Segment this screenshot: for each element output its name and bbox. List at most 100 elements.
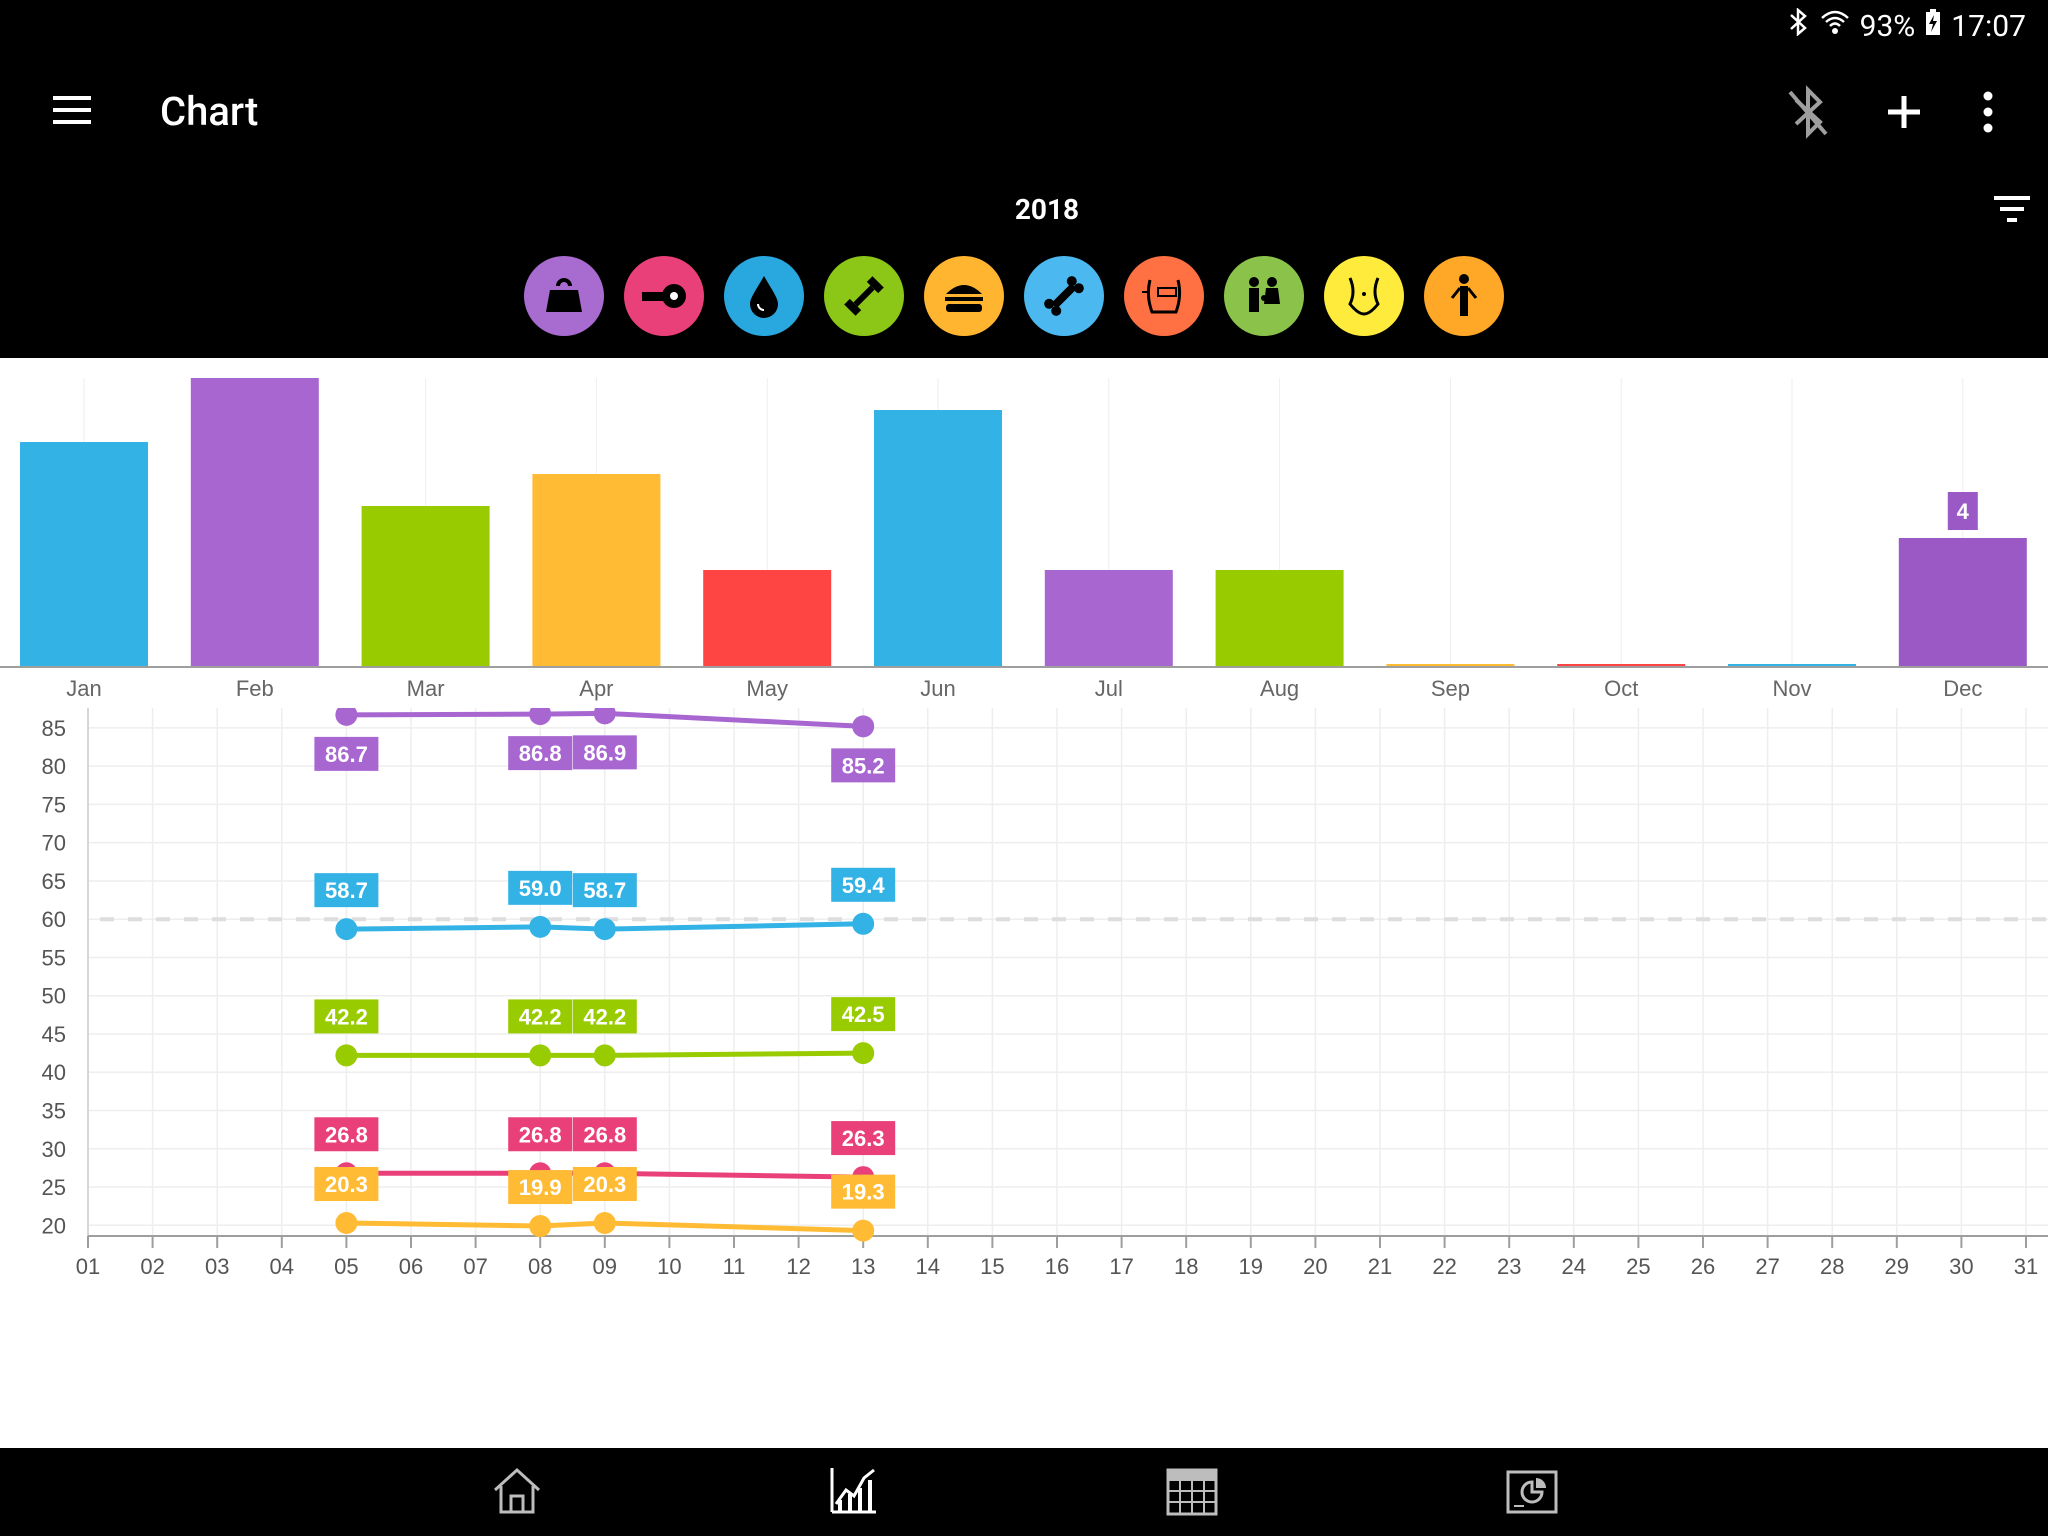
bluetooth-icon xyxy=(1788,7,1810,44)
x-tick-label: 04 xyxy=(270,1254,294,1279)
bar-dec[interactable] xyxy=(1898,538,2027,666)
data-label-bg xyxy=(831,997,896,1032)
series-line-3[interactable]: 26.8 26.8 26.8 26.3 xyxy=(314,1117,896,1189)
bar-month-label: May xyxy=(746,676,788,701)
category-waist[interactable] xyxy=(1324,256,1404,336)
y-tick-label: 65 xyxy=(42,869,66,894)
category-calories[interactable] xyxy=(924,256,1004,336)
data-point[interactable] xyxy=(852,1219,875,1242)
bluetooth-connect-button[interactable] xyxy=(1776,80,1840,144)
category-body[interactable] xyxy=(1424,256,1504,336)
y-tick-label: 55 xyxy=(42,945,66,970)
category-family[interactable] xyxy=(1224,256,1304,336)
series-line-0[interactable]: 86.7 86.8 86.9 85.2 xyxy=(314,708,896,783)
status-bar: 93% 17:07 xyxy=(0,0,2048,50)
app-bar: Chart xyxy=(0,50,2048,180)
nav-table[interactable] xyxy=(1160,1460,1224,1524)
y-tick-label: 80 xyxy=(42,754,66,779)
category-measurements[interactable] xyxy=(624,256,704,336)
bar-data-label-bg xyxy=(1947,492,1978,530)
x-tick-label: 13 xyxy=(851,1254,875,1279)
data-point[interactable] xyxy=(593,1211,616,1234)
data-label: 42.2 xyxy=(583,1004,626,1029)
category-weight[interactable] xyxy=(524,256,604,336)
data-label-bg xyxy=(508,736,573,771)
bar-jul[interactable] xyxy=(1044,570,1173,666)
data-point[interactable] xyxy=(852,1042,875,1065)
data-label-bg xyxy=(508,999,573,1034)
nav-overview[interactable] xyxy=(485,1460,549,1524)
x-tick-label: 08 xyxy=(528,1254,552,1279)
data-label: 42.2 xyxy=(519,1004,562,1029)
overflow-menu-button[interactable] xyxy=(1956,80,2020,144)
data-point[interactable] xyxy=(335,1211,358,1234)
series-line-2[interactable]: 42.2 42.2 42.2 42.5 xyxy=(314,997,896,1067)
y-tick-label: 40 xyxy=(42,1060,66,1085)
bar-sep[interactable] xyxy=(1386,664,1515,666)
data-point[interactable] xyxy=(529,1215,552,1238)
data-point[interactable] xyxy=(593,708,616,725)
bar-may[interactable] xyxy=(703,570,832,666)
monthly-bar-chart[interactable]: Jan Feb Mar Apr May Jun Jul Aug Sep Oct Nov Dec 4 xyxy=(0,358,2048,708)
add-button[interactable] xyxy=(1872,80,1936,144)
x-tick-label: 02 xyxy=(140,1254,164,1279)
bar-feb[interactable] xyxy=(190,378,319,666)
data-label: 26.8 xyxy=(519,1122,562,1147)
wifi-icon xyxy=(1820,8,1850,44)
x-tick-label: 11 xyxy=(723,1254,746,1279)
y-tick-label: 85 xyxy=(42,716,66,741)
bottom-navigation xyxy=(0,1448,2048,1536)
data-point[interactable] xyxy=(852,715,875,738)
x-tick-label: 26 xyxy=(1691,1254,1715,1279)
data-label: 59.4 xyxy=(842,873,886,898)
data-label-bg xyxy=(831,1174,896,1209)
series-line-1[interactable]: 58.7 59.0 58.7 59.4 xyxy=(314,867,896,941)
bar-mar[interactable] xyxy=(361,506,490,666)
series-path xyxy=(346,1220,864,1234)
data-label: 86.8 xyxy=(519,741,562,766)
bar-month-label: Sep xyxy=(1431,676,1470,701)
menu-button[interactable] xyxy=(40,88,104,138)
line-chart-icon xyxy=(830,1468,876,1514)
data-point[interactable] xyxy=(529,915,552,938)
nav-statistics[interactable] xyxy=(1500,1460,1564,1524)
y-tick-label: 25 xyxy=(42,1175,66,1200)
bar-jan[interactable] xyxy=(20,442,148,666)
data-point[interactable] xyxy=(852,912,875,935)
x-tick-label: 12 xyxy=(786,1254,810,1279)
data-point[interactable] xyxy=(593,1044,616,1067)
data-label: 19.3 xyxy=(842,1180,885,1205)
data-label: 20.3 xyxy=(325,1172,368,1197)
x-tick-label: 29 xyxy=(1885,1254,1909,1279)
filter-button[interactable] xyxy=(1988,190,2036,230)
nav-chart[interactable] xyxy=(822,1460,886,1524)
data-point[interactable] xyxy=(335,708,358,726)
category-visceral-fat[interactable] xyxy=(1124,256,1204,336)
data-point[interactable] xyxy=(593,918,616,941)
category-bone[interactable] xyxy=(1024,256,1104,336)
bar-aug[interactable] xyxy=(1215,570,1344,666)
y-tick-label: 60 xyxy=(42,907,66,932)
data-label-bg xyxy=(572,1166,637,1201)
data-point[interactable] xyxy=(335,918,358,941)
bar-apr[interactable] xyxy=(532,474,661,666)
hamburger-icon xyxy=(53,96,91,124)
category-body-water[interactable] xyxy=(724,256,804,336)
x-tick-label: 05 xyxy=(334,1254,358,1279)
bar-oct[interactable] xyxy=(1557,664,1686,666)
bar-nov[interactable] xyxy=(1728,664,1856,666)
dumbbell-icon xyxy=(844,276,884,316)
category-muscle[interactable] xyxy=(824,256,904,336)
series-path xyxy=(346,1050,864,1058)
bar-month-label: Mar xyxy=(407,676,445,701)
bluetooth-disabled-icon xyxy=(1788,85,1828,139)
bar-jun[interactable] xyxy=(874,410,1002,666)
data-label: 86.7 xyxy=(325,742,368,767)
burger-icon xyxy=(945,285,983,312)
data-point[interactable] xyxy=(529,1044,552,1067)
daily-line-chart[interactable]: 85 80 75 70 65 60 55 50 45 40 35 30 25 20 01 02 03 04 05 06… xyxy=(0,708,2048,1448)
data-point[interactable] xyxy=(335,1044,358,1067)
series-line-4[interactable]: 20.3 19.9 20.3 19.3 xyxy=(314,1166,896,1242)
data-point[interactable] xyxy=(529,708,552,726)
x-tick-label: 17 xyxy=(1109,1254,1133,1279)
